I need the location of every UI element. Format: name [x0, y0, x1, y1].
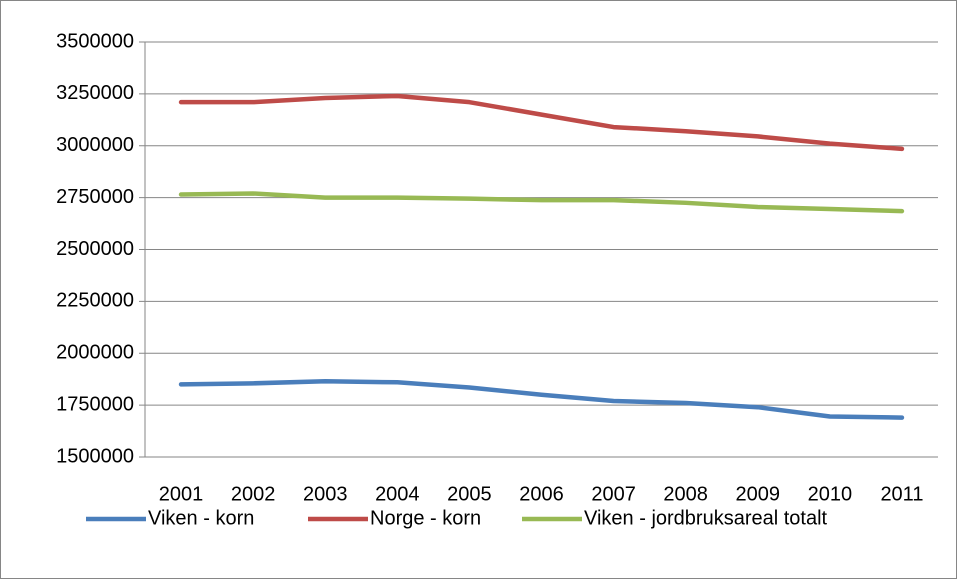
legend-label: Norge - korn [370, 507, 481, 529]
x-tick-label: 2003 [303, 483, 348, 505]
x-tick-label: 2005 [447, 483, 492, 505]
x-tick-label: 2011 [880, 483, 923, 505]
y-tick-label: 1750000 [56, 393, 134, 415]
x-tick-label: 2002 [231, 483, 276, 505]
y-tick-label: 2000000 [56, 342, 134, 364]
series-line [178, 93, 905, 152]
y-tick-label: 2750000 [56, 186, 134, 208]
x-tick-label: 2006 [519, 483, 564, 505]
y-tick-label: 3000000 [56, 134, 134, 156]
legend-label: Viken - korn [148, 507, 254, 529]
y-tick-label: 3250000 [56, 82, 134, 104]
series-line [178, 379, 905, 420]
y-tick-label: 2500000 [56, 238, 134, 260]
x-tick-label: 2009 [736, 483, 781, 505]
x-tick-label: 2007 [591, 483, 636, 505]
x-tick-label: 2010 [808, 483, 853, 505]
y-tick-label: 1500000 [56, 445, 134, 467]
legend-label: Viken - jordbruksareal totalt [584, 507, 828, 529]
series-line [178, 191, 905, 214]
y-tick-label: 3500000 [56, 30, 134, 52]
x-tick-label: 2004 [375, 483, 420, 505]
y-tick-label: 2250000 [56, 290, 134, 312]
x-tick-label: 2008 [663, 483, 708, 505]
x-tick-label: 2001 [159, 483, 204, 505]
